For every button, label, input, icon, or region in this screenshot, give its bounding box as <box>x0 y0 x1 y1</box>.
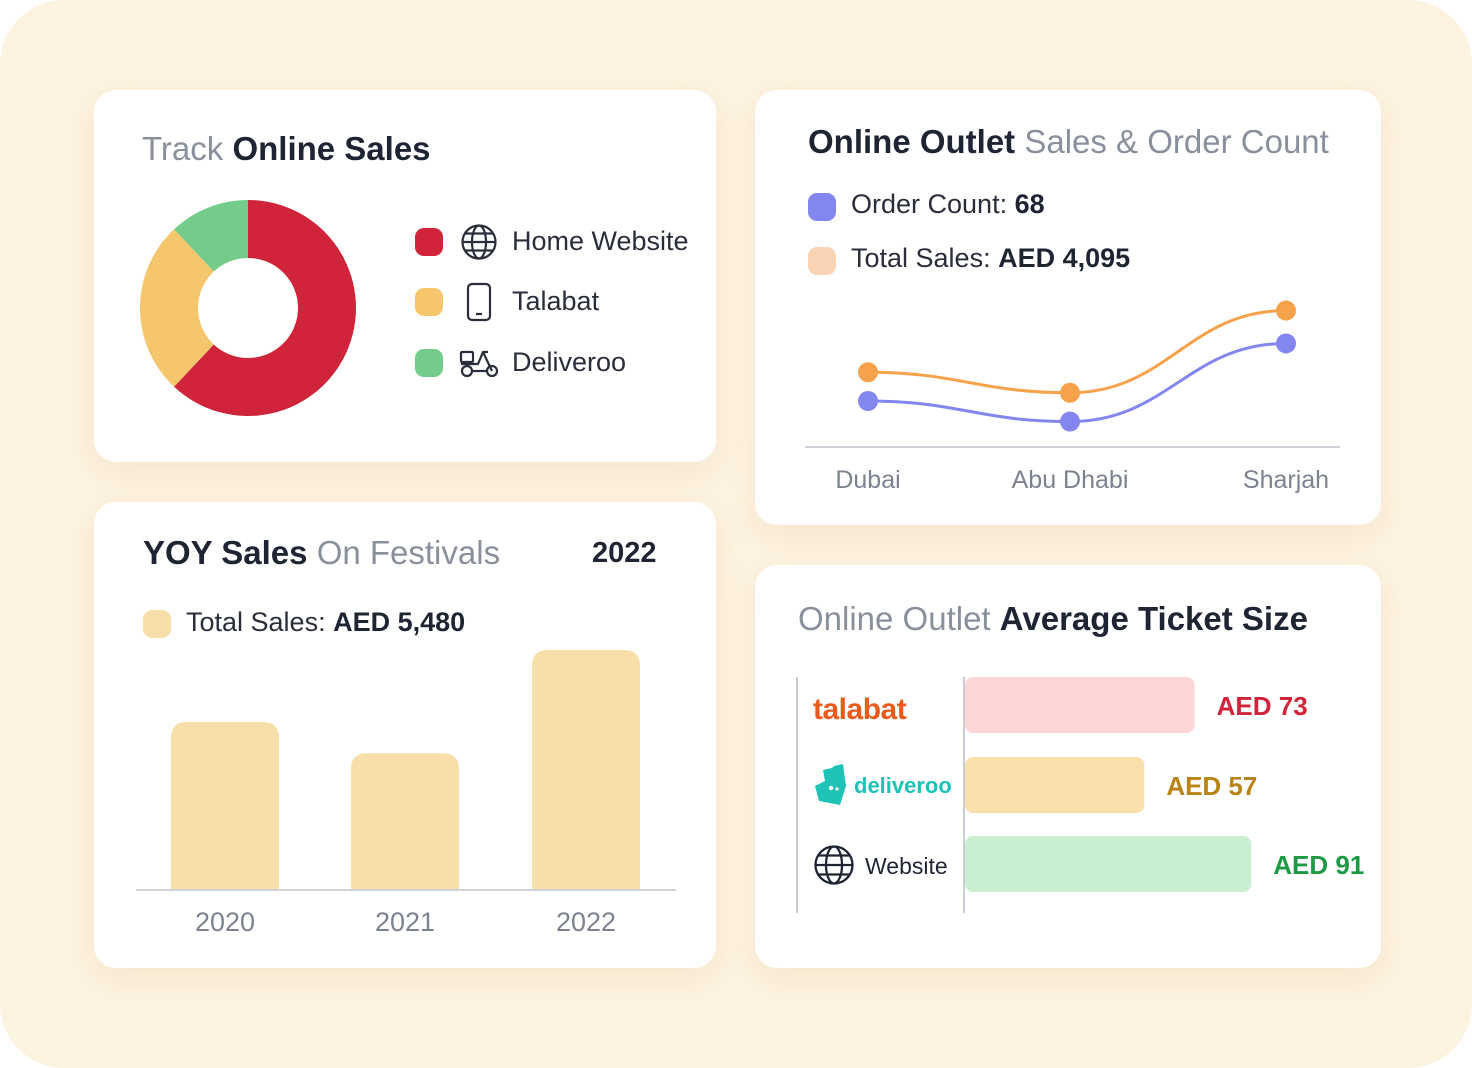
value-label-talabat: AED 73 <box>1217 691 1308 721</box>
x-tick-label: Dubai <box>835 466 900 494</box>
legend-dot-deliveroo <box>415 349 443 377</box>
bar-axis-line <box>963 677 965 913</box>
total-sales-value: AED 4,095 <box>998 243 1131 273</box>
left-axis-line <box>796 677 798 913</box>
mobile-phone-icon <box>464 282 494 322</box>
x-tick-label: 2021 <box>375 907 435 937</box>
title-bold: Online Sales <box>232 130 431 167</box>
order-count-legend: Order Count: 68 <box>851 189 1045 220</box>
talabat-logo: talabat <box>813 693 907 726</box>
legend-dot-total-sales <box>808 247 836 275</box>
value-label-website: AED 91 <box>1273 850 1364 880</box>
bar-chart: 2020 2021 2022 <box>136 650 676 937</box>
x-tick-label: 2020 <box>195 907 255 937</box>
deliveroo-logo-icon <box>813 764 849 806</box>
bar-website[interactable] <box>965 836 1252 892</box>
delivery-scooter-icon <box>458 344 500 380</box>
series-line-total-sales <box>867 309 1287 395</box>
deliveroo-logo-text: deliveroo <box>854 773 952 798</box>
point-order-count-abu-dhabi[interactable] <box>1060 411 1080 432</box>
title-light: Track <box>142 130 224 167</box>
card-title: Online Outlet Average Ticket Size <box>798 600 1308 638</box>
point-order-count-sharjah[interactable] <box>1276 333 1296 354</box>
website-label: Website <box>865 853 948 879</box>
point-total-sales-abu-dhabi[interactable] <box>1060 382 1080 403</box>
online-sales-card: Track Online Sales Home Website Talabat <box>94 90 716 462</box>
donut-slice-talabat <box>139 229 214 387</box>
title-light: On Festivals <box>316 534 501 571</box>
order-count-value: 68 <box>1014 189 1045 219</box>
legend-dot-home-website <box>415 228 443 256</box>
total-sales-label: Total Sales: <box>186 607 334 637</box>
legend-label-deliveroo: Deliveroo <box>512 347 627 377</box>
donut-slice-home-website <box>174 200 357 416</box>
bar-2021[interactable] <box>351 753 459 890</box>
total-sales-legend: Total Sales: AED 5,480 <box>186 607 465 638</box>
title-bold: Average Ticket Size <box>999 600 1308 637</box>
yoy-sales-card: YOY Sales On Festivals 2022 Total Sales:… <box>94 502 716 968</box>
legend-label-home-website: Home Website <box>512 226 689 256</box>
title-bold: YOY Sales <box>143 534 308 571</box>
line-chart: Dubai Abu Dhabi Sharjah <box>805 300 1340 494</box>
card-title: YOY Sales On Festivals <box>143 534 500 572</box>
series-line-order-count <box>867 341 1287 424</box>
total-sales-legend: Total Sales: AED 4,095 <box>851 243 1130 274</box>
total-sales-label: Total Sales: <box>851 243 999 273</box>
donut-chart <box>139 200 357 416</box>
avg-ticket-size-card: Online Outlet Average Ticket Size talaba… <box>755 565 1381 968</box>
legend-label-talabat: Talabat <box>512 286 600 316</box>
x-tick-label: Sharjah <box>1243 466 1329 494</box>
bar-deliveroo[interactable] <box>965 757 1145 813</box>
legend-dot-total-sales <box>143 610 171 638</box>
x-tick-label: 2022 <box>556 907 616 937</box>
sales-order-count-card: Online Outlet Sales & Order Count Order … <box>755 90 1381 525</box>
point-total-sales-dubai[interactable] <box>858 362 878 383</box>
card-title: Online Outlet Sales & Order Count <box>808 123 1329 161</box>
bar-2020[interactable] <box>171 722 279 890</box>
point-total-sales-sharjah[interactable] <box>1276 300 1296 321</box>
order-count-label: Order Count: <box>851 189 1015 219</box>
title-light: Sales & Order Count <box>1024 123 1329 160</box>
legend-dot-talabat <box>415 288 443 316</box>
selected-year[interactable]: 2022 <box>592 537 657 569</box>
title-bold: Online Outlet <box>808 123 1016 160</box>
card-title: Track Online Sales <box>142 130 431 168</box>
legend-dot-order-count <box>808 193 836 221</box>
total-sales-value: AED 5,480 <box>333 607 466 637</box>
donut-slice-deliveroo <box>174 200 248 272</box>
globe-icon <box>460 223 498 261</box>
x-tick-label: Abu Dhabi <box>1012 466 1129 494</box>
title-light: Online Outlet <box>798 600 991 637</box>
horizontal-bar-chart: AED 73 AED 57 AED 91 <box>965 677 1364 892</box>
point-order-count-dubai[interactable] <box>858 391 878 411</box>
bar-talabat[interactable] <box>965 677 1195 733</box>
globe-icon <box>813 844 855 886</box>
bar-2022[interactable] <box>532 650 640 890</box>
value-label-deliveroo: AED 57 <box>1166 771 1257 801</box>
